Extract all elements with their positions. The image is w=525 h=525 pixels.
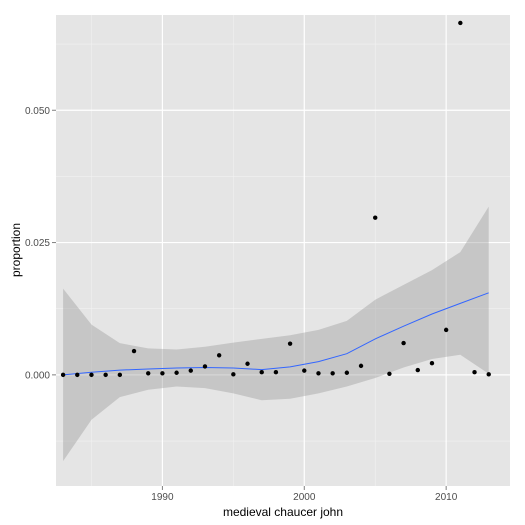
data-point — [245, 361, 250, 366]
data-point — [287, 341, 293, 346]
grid — [56, 15, 510, 486]
data-point — [415, 367, 420, 373]
data-point — [458, 20, 463, 26]
data-point — [188, 368, 193, 373]
data-point — [401, 340, 406, 346]
smooth-trend-line — [63, 292, 489, 376]
x-tick-label: 2000 — [293, 492, 316, 503]
data-point — [302, 368, 307, 373]
data-point — [486, 372, 491, 377]
data-point — [273, 370, 279, 375]
x-tick-label: 2010 — [435, 492, 458, 503]
y-axis-ticks: 0.000 0.025 0.050 — [25, 106, 56, 381]
x-axis-ticks: 1990 2000 2010 — [151, 486, 458, 503]
data-points — [60, 20, 491, 378]
data-point — [259, 370, 264, 375]
confidence-ribbon — [63, 206, 489, 462]
data-point — [316, 371, 321, 376]
data-point — [202, 364, 208, 369]
data-point — [387, 371, 392, 377]
data-point — [373, 215, 378, 220]
data-point — [358, 363, 364, 369]
y-tick-label: 0.025 — [25, 238, 50, 249]
data-point — [117, 372, 123, 378]
data-point — [330, 371, 335, 376]
data-point — [103, 372, 108, 378]
data-point — [160, 371, 165, 376]
data-point — [429, 361, 435, 366]
data-point — [216, 353, 222, 358]
data-point — [443, 327, 449, 333]
x-axis-title: medieval chaucer john — [223, 505, 343, 519]
data-point — [131, 348, 137, 354]
y-axis-title: proportion — [9, 223, 23, 277]
data-point — [146, 371, 151, 376]
data-point — [344, 370, 350, 375]
data-point — [174, 370, 179, 375]
data-point — [89, 372, 94, 378]
y-tick-label: 0.050 — [25, 106, 50, 117]
plot-panel — [56, 15, 510, 486]
data-point — [231, 372, 236, 377]
y-tick-label: 0.000 — [25, 370, 50, 381]
data-point — [60, 372, 66, 378]
data-point — [75, 372, 80, 378]
x-tick-label: 1990 — [151, 492, 174, 503]
data-point — [472, 370, 477, 375]
